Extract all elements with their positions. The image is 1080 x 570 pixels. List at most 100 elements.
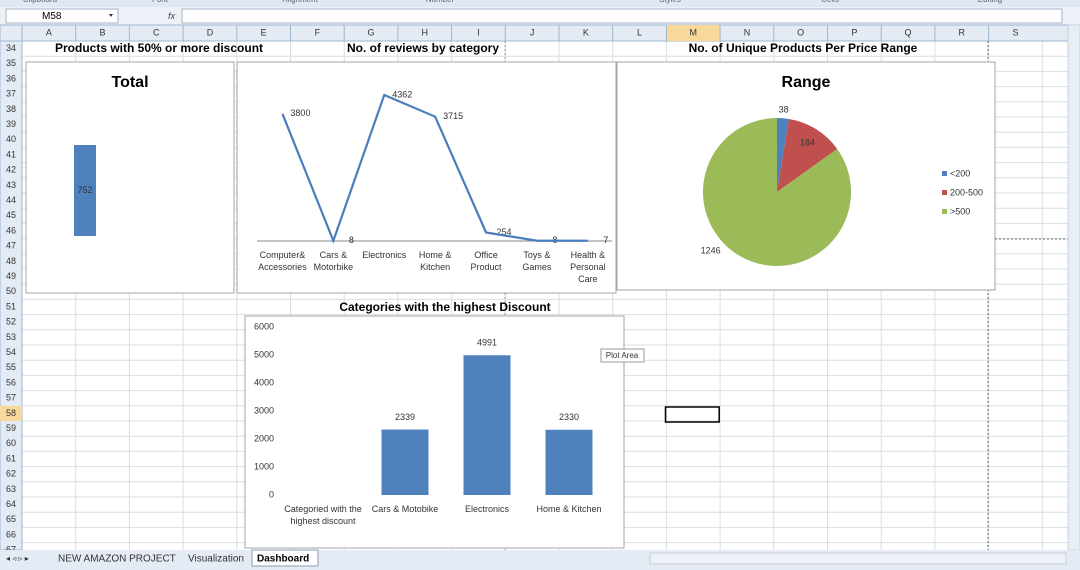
column-header[interactable]: R (959, 27, 966, 37)
legend-label: <200 (950, 168, 970, 178)
column-header[interactable]: J (530, 27, 535, 37)
column-header[interactable]: H (422, 27, 429, 37)
row-header[interactable]: 36 (6, 73, 16, 83)
x-tick-label: Computer& Accessories (258, 250, 307, 272)
column-header[interactable]: F (315, 27, 321, 37)
data-label: 4991 (477, 338, 497, 348)
column-header[interactable]: O (797, 27, 804, 37)
legend-swatch (942, 171, 947, 176)
column-header[interactable]: D (207, 27, 214, 37)
ribbon-group-label: Number (426, 0, 455, 4)
legend-swatch (942, 190, 947, 195)
data-label: 7 (603, 235, 608, 245)
row-header[interactable]: 47 (6, 241, 16, 251)
row-header[interactable]: 40 (6, 134, 16, 144)
data-label: 3800 (290, 108, 310, 118)
x-tick-label: Home & Kitchen (536, 504, 602, 514)
sheet-tab[interactable]: Dashboard (257, 554, 309, 565)
column-header[interactable]: Q (905, 27, 912, 37)
horizontal-scrollbar[interactable] (649, 552, 1067, 565)
x-tick-label: Health & Personal Care (570, 250, 606, 284)
data-label: 2330 (559, 412, 579, 422)
line (281, 93, 588, 244)
column-header[interactable]: C (153, 27, 160, 37)
row-header[interactable]: 51 (6, 301, 16, 311)
column-header[interactable]: B (100, 27, 106, 37)
chart-area[interactable] (25, 61, 235, 294)
cell-heading: No. of reviews by category (347, 41, 499, 55)
column-header[interactable]: G (368, 27, 375, 37)
ribbon-group-label: Alignment (282, 0, 318, 4)
row-header[interactable]: 46 (6, 225, 16, 235)
row-header[interactable]: 53 (6, 332, 16, 342)
column-header[interactable]: P (851, 27, 857, 37)
data-label: 2339 (395, 412, 415, 422)
name-box[interactable] (5, 8, 119, 24)
data-label: 3715 (443, 111, 463, 121)
row-header[interactable]: 50 (6, 286, 16, 296)
row-header[interactable]: 60 (6, 438, 16, 448)
row-header[interactable]: 41 (6, 149, 16, 159)
row-header[interactable]: 63 (6, 484, 16, 494)
row-header[interactable]: 64 (6, 499, 16, 509)
row-header[interactable]: 49 (6, 271, 16, 281)
column-header[interactable]: L (637, 27, 642, 37)
ribbon-group-label: Styles (659, 0, 681, 4)
bar (74, 145, 96, 236)
row-header[interactable]: 59 (6, 423, 16, 433)
column-header[interactable]: A (46, 27, 52, 37)
bar (381, 429, 429, 495)
column-header-selected (666, 25, 721, 41)
column-header[interactable]: N (744, 27, 751, 37)
name-box-text: M58 (42, 11, 62, 22)
cell-heading: No. of Unique Products Per Price Range (689, 41, 918, 55)
row-header[interactable]: 66 (6, 529, 16, 539)
column-header[interactable]: M (690, 27, 698, 37)
row-header[interactable]: 43 (6, 180, 16, 190)
column-header[interactable]: E (261, 27, 267, 37)
bar (545, 429, 593, 495)
legend-label: >500 (950, 206, 970, 216)
column-header[interactable]: I (477, 27, 480, 37)
x-tick-label: Toys & Games (522, 250, 552, 272)
x-tick-label: Electronics (464, 504, 509, 514)
row-header[interactable]: 45 (6, 210, 16, 220)
row-header[interactable]: 55 (6, 362, 16, 372)
y-tick-label: 4000 (254, 377, 274, 387)
row-header[interactable]: 35 (6, 58, 16, 68)
y-tick-label: 2000 (254, 433, 274, 443)
x-tick-label: Home & Kitchen (418, 250, 452, 272)
row-header[interactable]: 48 (6, 256, 16, 266)
row-header[interactable]: 67 (6, 545, 16, 555)
row-header[interactable]: 34 (6, 43, 16, 53)
row-header[interactable]: 37 (6, 89, 16, 99)
vertical-scrollbar[interactable] (1067, 24, 1080, 551)
selected-cell[interactable] (664, 406, 720, 423)
row-header[interactable]: 42 (6, 165, 16, 175)
sheet-tab[interactable]: Visualization (188, 554, 244, 565)
row-header[interactable]: 44 (6, 195, 16, 205)
row-header[interactable]: 65 (6, 514, 16, 524)
column-header[interactable]: S (1012, 27, 1018, 37)
sheet-tab[interactable]: NEW AMAZON PROJECT (58, 554, 176, 565)
tooltip (600, 348, 645, 363)
ribbon-group-label: Cells (821, 0, 839, 4)
row-header[interactable]: 52 (6, 317, 16, 327)
row-header[interactable]: 57 (6, 393, 16, 403)
row-header[interactable]: 54 (6, 347, 16, 357)
row-header[interactable]: 62 (6, 469, 16, 479)
row-header[interactable]: 38 (6, 104, 16, 114)
row-header[interactable]: 58 (6, 408, 16, 418)
ribbon-group-label: Clipboard (23, 0, 57, 4)
x-tick-label: Cars & Motobike (371, 504, 439, 514)
row-header[interactable]: 61 (6, 453, 16, 463)
chart-area[interactable] (236, 61, 617, 294)
cell-heading: Products with 50% or more discount (55, 41, 263, 55)
data-label: 4362 (392, 89, 412, 99)
formula-input[interactable] (181, 8, 1063, 24)
row-header[interactable]: 56 (6, 377, 16, 387)
column-header[interactable]: K (583, 27, 589, 37)
row-header[interactable]: 39 (6, 119, 16, 129)
